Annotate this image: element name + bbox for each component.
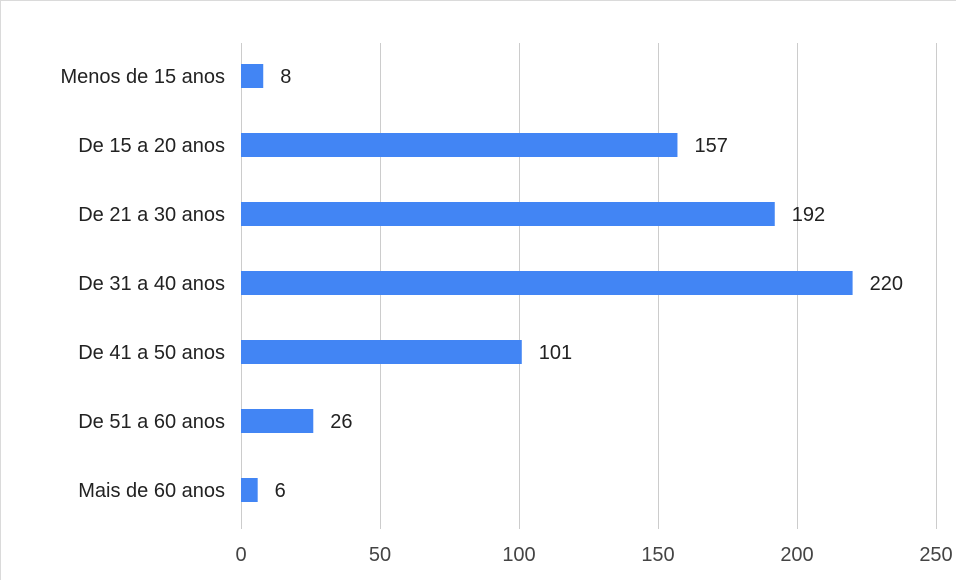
x-tick-label: 50 — [369, 544, 391, 566]
bar — [241, 478, 258, 502]
value-labels: 8 157 192 220 101 26 6 — [275, 66, 903, 502]
x-tick-label: 0 — [235, 544, 246, 566]
bars — [241, 64, 853, 502]
category-labels: Menos de 15 anos De 15 a 20 anos De 21 a 3… — [60, 66, 225, 502]
category-label: De 21 a 30 anos — [78, 204, 225, 226]
data-label: 192 — [792, 204, 825, 226]
data-label: 8 — [280, 66, 291, 88]
x-tick-label: 150 — [641, 544, 674, 566]
category-label: De 41 a 50 anos — [78, 342, 225, 364]
data-label: 157 — [694, 135, 727, 157]
x-tick-label: 250 — [919, 544, 952, 566]
data-label: 220 — [870, 273, 903, 295]
category-label: De 51 a 60 anos — [78, 411, 225, 433]
bar — [241, 409, 314, 433]
x-axis-ticks: 0 50 100 150 200 250 — [235, 544, 952, 566]
bar — [241, 133, 678, 157]
category-label: De 31 a 40 anos — [78, 273, 225, 295]
data-label: 101 — [539, 342, 572, 364]
x-tick-label: 200 — [780, 544, 813, 566]
data-label: 26 — [330, 411, 352, 433]
data-label: 6 — [275, 480, 286, 502]
category-label: Mais de 60 anos — [78, 480, 225, 502]
bar — [241, 271, 853, 295]
bar — [241, 64, 264, 88]
x-tick-label: 100 — [502, 544, 535, 566]
bar — [241, 202, 775, 226]
category-label: Menos de 15 anos — [60, 66, 225, 88]
category-label: De 15 a 20 anos — [78, 135, 225, 157]
bar — [241, 340, 522, 364]
